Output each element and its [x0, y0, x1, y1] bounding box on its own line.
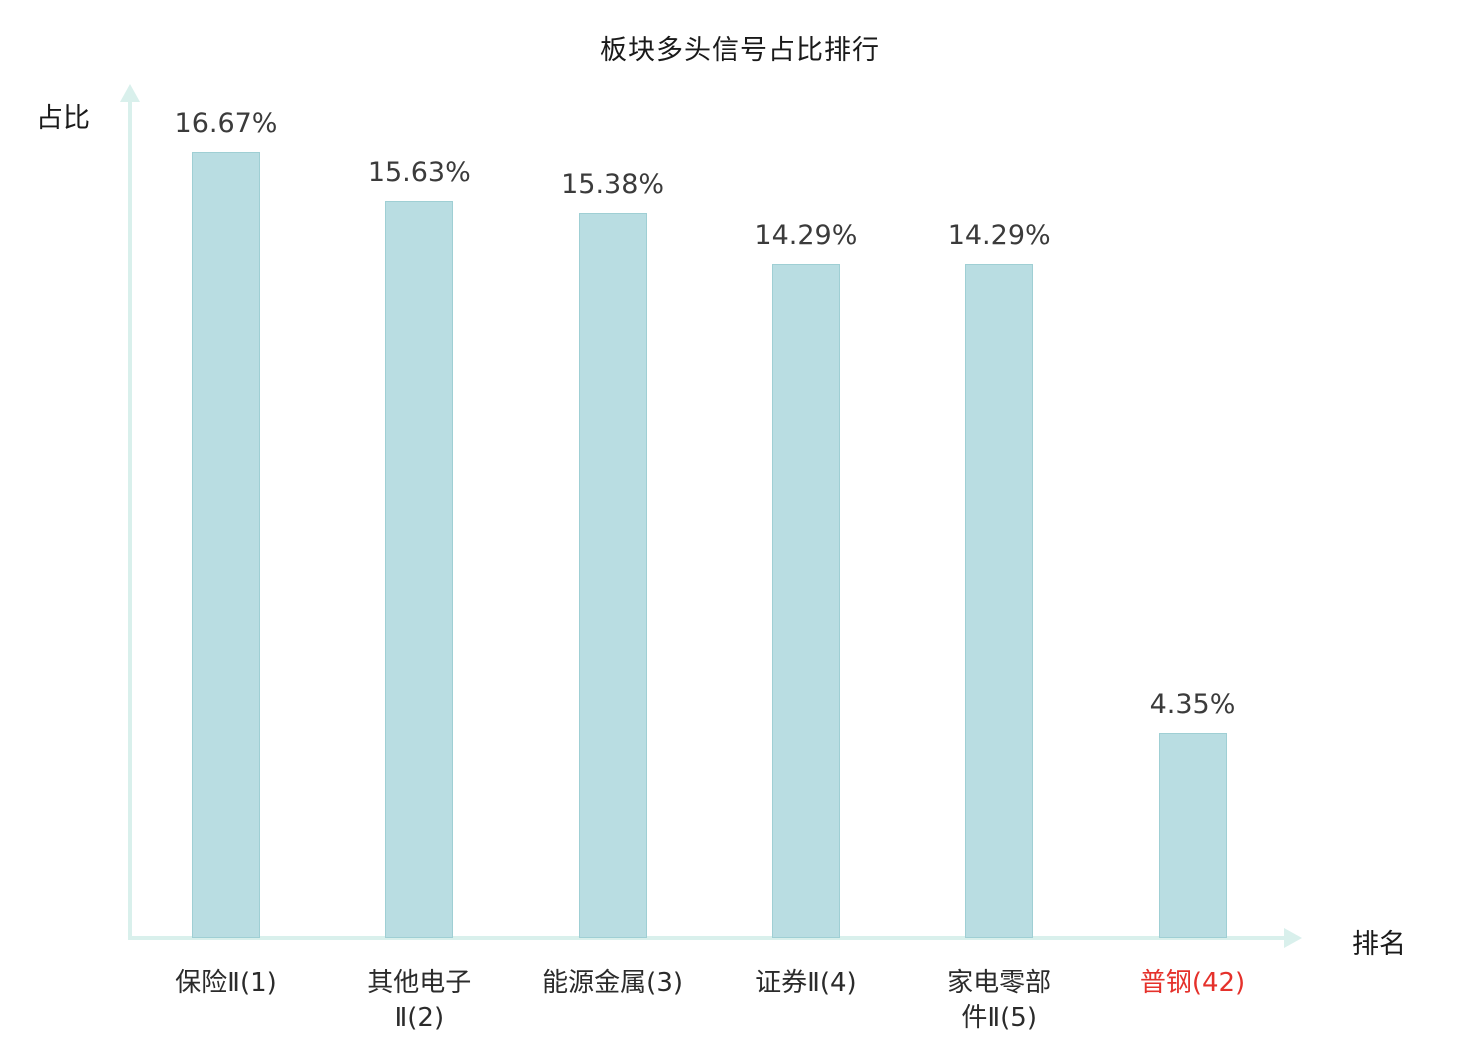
- bar-value-label: 14.29%: [754, 220, 858, 251]
- y-axis-label: 占比: [36, 103, 90, 134]
- x-axis-line: [128, 936, 1286, 940]
- bar-value-label: 4.35%: [1149, 689, 1236, 720]
- bar-category-label: 家电零部 件Ⅱ(5): [947, 968, 1052, 1034]
- bar-value-label: 15.63%: [367, 157, 471, 188]
- x-axis-label: 排名: [1352, 929, 1406, 960]
- y-axis-line: [128, 100, 132, 940]
- bar: [192, 152, 260, 938]
- bar: [771, 264, 840, 938]
- chart-title: 板块多头信号占比排行: [600, 35, 880, 66]
- bar-value-label: 16.67%: [174, 108, 278, 139]
- bar-category-label: 其他电子 Ⅱ(2): [367, 968, 472, 1034]
- y-axis-arrow-icon: [120, 84, 140, 102]
- bar-category-label: 能源金属(3): [542, 968, 684, 998]
- bar: [965, 264, 1034, 938]
- bar: [385, 201, 454, 938]
- bar-value-label: 15.38%: [561, 169, 665, 200]
- bar: [578, 213, 647, 938]
- bar-category-label: 保险Ⅱ(1): [175, 968, 277, 998]
- bar-category-label: 普钢(42): [1139, 968, 1246, 998]
- bar-category-label: 证券Ⅱ(4): [755, 968, 857, 998]
- bar-value-label: 14.29%: [947, 220, 1051, 251]
- bar: [1158, 733, 1227, 938]
- x-axis-arrow-icon: [1284, 928, 1302, 948]
